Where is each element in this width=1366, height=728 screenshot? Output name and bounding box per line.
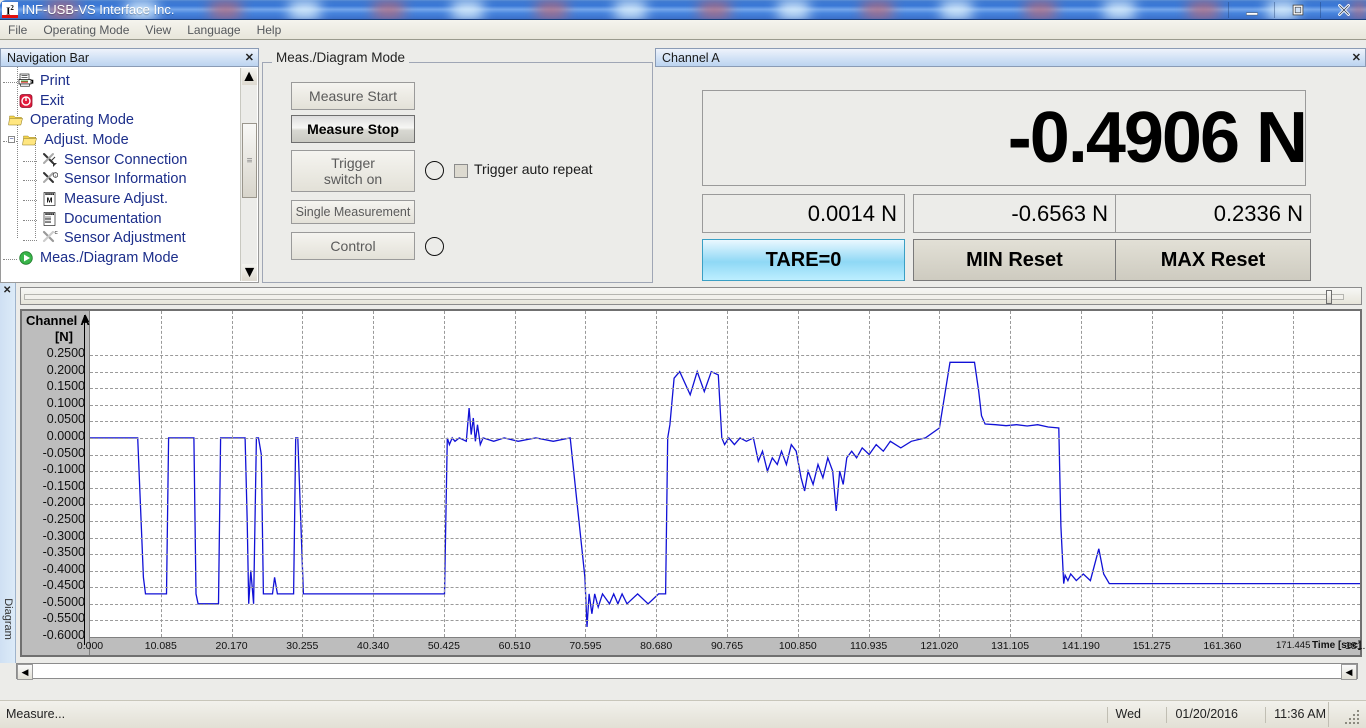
svg-text:M: M [47, 197, 53, 204]
svg-text:C: C [55, 230, 59, 235]
